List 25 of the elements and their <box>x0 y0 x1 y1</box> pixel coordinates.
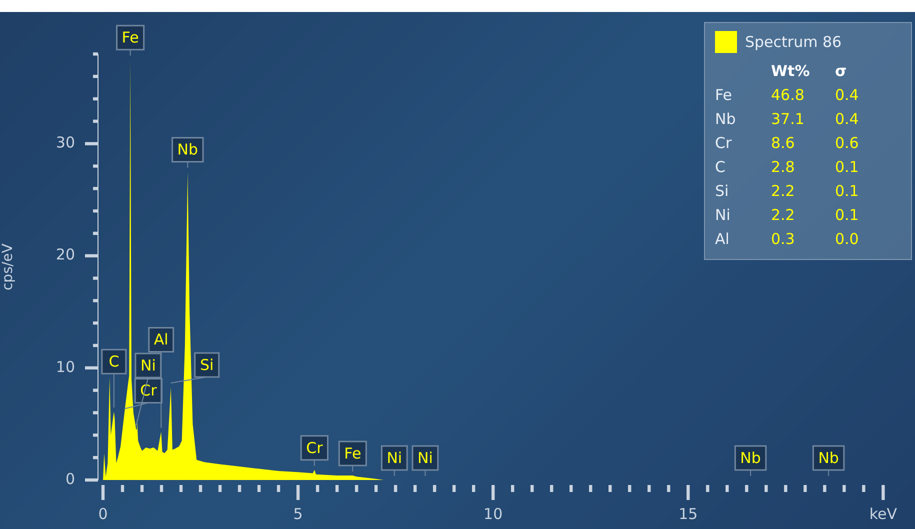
annotation: Cr <box>140 382 158 400</box>
annotation: Fe <box>122 28 139 46</box>
legend-label: Spectrum 86 <box>744 32 843 53</box>
annotation: Cr <box>306 438 324 457</box>
annotation: Al <box>154 330 168 349</box>
annotation: C <box>108 352 120 371</box>
y-axis-title: cps/eV <box>0 243 16 290</box>
annotation: Ni <box>418 448 433 467</box>
y-tick-label: 30 <box>56 134 75 152</box>
annotation: Nb <box>740 448 761 467</box>
y-tick-label: 10 <box>56 358 75 376</box>
x-tick-label: 5 <box>293 504 303 523</box>
annotation: Ni <box>386 448 402 467</box>
annotation: Si <box>200 356 214 374</box>
y-tick-label: 0 <box>65 470 75 488</box>
annotation: Fe <box>344 444 362 462</box>
y-tick-label: 20 <box>56 246 75 264</box>
annotation: Nb <box>818 448 839 467</box>
annotation: Ni <box>140 356 156 374</box>
legend-panel: Spectrum 86 Wt% σ Fe 46.8 0.4 Nb 37.1 0.4 Cr 8.6 0.6 C 2.8 0.1 Si 2.2 0.1 Ni 2.2 0.1 Al 0.3 0.0 <box>704 22 912 260</box>
x-tick-label: 15 <box>678 504 698 523</box>
x-tick-label: keV <box>869 504 898 523</box>
annotation: Nb <box>177 140 198 159</box>
x-tick-label: 0 <box>98 504 108 523</box>
x-tick-label: 10 <box>484 504 503 523</box>
